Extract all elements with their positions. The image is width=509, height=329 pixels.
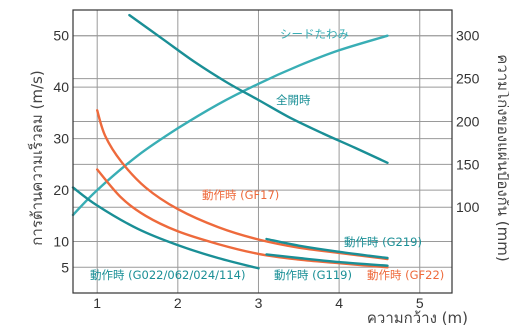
annotation-label: 全開時 <box>276 93 311 107</box>
y-axis-label-left: การต้านความเร็วลม (m/s) <box>27 70 46 245</box>
annotation-label: 動作時 (G022/062/024/114) <box>90 268 245 282</box>
annotation-label: 動作時 (G119) <box>274 268 352 282</box>
grid-lines <box>73 10 452 293</box>
y-right-tick-label: 100 <box>456 199 480 215</box>
x-tick-label: 4 <box>335 295 343 311</box>
y-tick-label: 30 <box>53 131 69 147</box>
y-tick-label: 20 <box>53 182 69 198</box>
annotation-label: 動作時 (GF22) <box>367 268 444 282</box>
series-line-0 <box>71 34 389 217</box>
series-line-1 <box>128 13 389 164</box>
y-tick-label: 40 <box>53 79 69 95</box>
series-line-6 <box>71 186 260 270</box>
series-line-5 <box>265 253 389 267</box>
tick-labels: 1 2 3 4 5 5 10 20 30 40 50 100 150 200 250 300 <box>53 28 479 311</box>
annotation-label: 動作時 (G219) <box>344 235 422 249</box>
x-axis-label: ความกว้าง (m) <box>367 309 468 327</box>
series-line-3 <box>96 168 389 269</box>
y-right-tick-label: 250 <box>456 71 480 87</box>
y-tick-label: 5 <box>61 259 69 275</box>
annotation-label: 動作時 (GF17) <box>202 188 279 202</box>
series-line-4 <box>265 237 389 260</box>
plot-frame <box>72 9 453 294</box>
y-right-tick-label: 150 <box>456 156 480 172</box>
y-tick-label: 50 <box>53 28 69 44</box>
y-right-tick-label: 300 <box>456 28 480 44</box>
x-tick-label: 1 <box>93 295 101 311</box>
x-tick-label: 3 <box>255 295 263 311</box>
x-tick-label: 2 <box>174 295 182 311</box>
y-right-tick-label: 200 <box>456 113 480 129</box>
axes-frame <box>72 9 453 294</box>
y-axis-label-right: ความโก่งของแผ่นป้องกัน (mm) <box>494 54 509 261</box>
series-lines <box>71 13 389 270</box>
x-tick-label: 5 <box>416 295 424 311</box>
annotation-label: シードたわみ <box>280 27 349 41</box>
series-line-2 <box>96 109 389 261</box>
y-tick-label: 10 <box>53 234 69 250</box>
